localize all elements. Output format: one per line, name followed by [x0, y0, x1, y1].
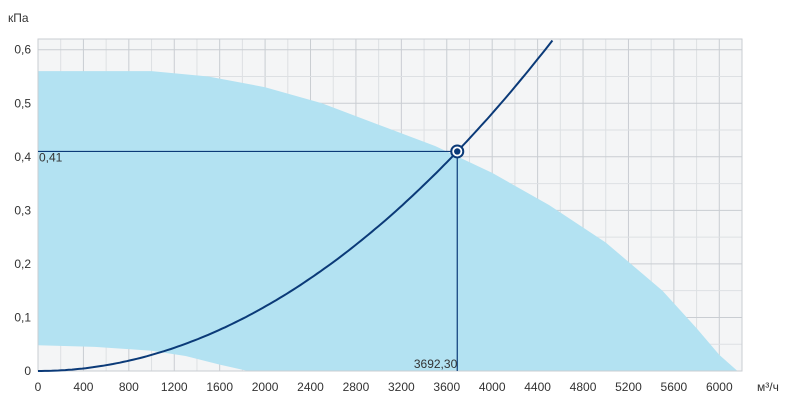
x-tick-label: 3600	[433, 380, 460, 394]
system-curve	[38, 39, 554, 372]
y-tick-label: 0	[24, 364, 31, 378]
x-tick-label: 800	[119, 380, 139, 394]
y-axis-unit: кПа	[8, 11, 29, 25]
y-tick-label: 0,5	[14, 96, 31, 110]
operating-point-pressure-label: 0,41	[39, 150, 63, 164]
y-tick-label: 0,1	[14, 310, 31, 324]
y-tick-label: 0,6	[14, 43, 31, 57]
y-axis-ticks: 0 0,1 0,2 0,3 0,4 0,5 0,6	[14, 43, 31, 378]
y-tick-label: 0,2	[14, 257, 31, 271]
x-tick-label: 3200	[388, 380, 415, 394]
x-tick-label: 0	[35, 380, 42, 394]
x-axis-unit: м³/ч	[757, 380, 779, 394]
x-tick-label: 4800	[570, 380, 597, 394]
x-tick-label: 1200	[161, 380, 188, 394]
operating-point-marker-dot	[454, 148, 461, 155]
y-tick-label: 0,4	[14, 150, 31, 164]
x-tick-label: 2000	[252, 380, 279, 394]
x-tick-label: 1600	[206, 380, 233, 394]
x-axis-ticks: 0 400 800 1200 1600 2000 2400 2800 3200 3600 4000 4…	[35, 380, 733, 394]
x-tick-label: 4400	[524, 380, 551, 394]
operating-range-area	[38, 71, 738, 371]
x-tick-label: 4000	[479, 380, 506, 394]
y-tick-label: 0,3	[14, 203, 31, 217]
x-tick-label: 400	[73, 380, 93, 394]
x-tick-label: 5600	[661, 380, 688, 394]
x-tick-label: 2800	[343, 380, 370, 394]
x-tick-label: 2400	[297, 380, 324, 394]
operating-point-airflow-label: 3692,30	[414, 357, 458, 371]
plot-frame	[37, 38, 743, 372]
x-tick-label: 6000	[706, 380, 733, 394]
x-tick-label: 5200	[615, 380, 642, 394]
